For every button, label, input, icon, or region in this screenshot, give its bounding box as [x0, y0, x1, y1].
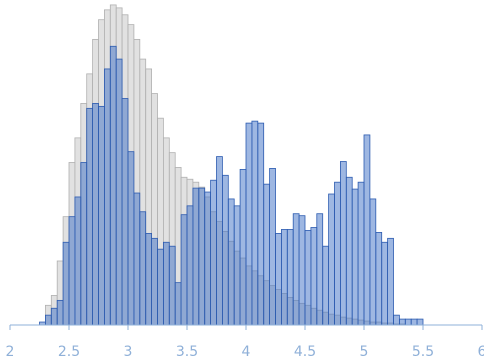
bar: [139, 211, 147, 326]
bar: [310, 227, 318, 326]
bar: [263, 183, 271, 326]
bar: [62, 241, 70, 326]
bar: [381, 241, 389, 326]
bar: [204, 191, 211, 326]
x-tick-label: 5: [360, 344, 369, 360]
bar: [221, 174, 229, 326]
bar: [398, 318, 406, 326]
bar: [180, 214, 188, 326]
bar: [304, 230, 312, 326]
bar: [269, 168, 276, 326]
bar: [50, 307, 58, 326]
bar: [115, 58, 123, 326]
bar: [92, 103, 99, 326]
bar: [98, 105, 105, 326]
bar: [162, 241, 170, 326]
bar: [298, 215, 306, 326]
bar: [109, 45, 117, 326]
bar: [157, 248, 164, 326]
bar: [393, 314, 400, 326]
bar: [416, 318, 424, 326]
bar: [286, 229, 294, 326]
bar: [104, 68, 111, 326]
bar: [328, 193, 335, 326]
x-tick-label: 4: [242, 344, 251, 360]
bar: [275, 233, 282, 326]
bar: [151, 237, 158, 326]
bar: [357, 181, 365, 326]
x-tick-label: 4.5: [294, 344, 316, 360]
bar: [86, 107, 93, 326]
bar: [145, 233, 152, 326]
bar: [322, 245, 330, 326]
x-tick-label: 6: [478, 344, 484, 360]
bar: [292, 213, 300, 326]
bar: [334, 181, 341, 326]
bar: [121, 98, 129, 326]
bar: [174, 282, 182, 326]
bar: [80, 162, 88, 326]
bar: [363, 134, 371, 326]
bar: [410, 318, 418, 326]
bar: [316, 213, 324, 326]
x-tick-label: 2: [6, 344, 15, 360]
bar: [133, 192, 141, 326]
bar: [369, 198, 377, 326]
bar: [186, 205, 194, 326]
bar: [239, 168, 247, 326]
bar: [339, 161, 347, 326]
bar: [251, 120, 259, 326]
bar: [345, 176, 353, 326]
x-tick-label: 5.5: [412, 344, 434, 360]
bar: [245, 122, 253, 326]
x-tick-label: 2.5: [58, 344, 80, 360]
bar: [56, 299, 64, 326]
bar: [68, 216, 76, 326]
bar: [168, 245, 176, 326]
bar: [210, 179, 217, 326]
bar: [387, 237, 394, 326]
bar: [216, 156, 223, 326]
x-tick-label: 3: [124, 344, 133, 360]
x-tick-label: 3.5: [176, 344, 198, 360]
bar: [198, 187, 206, 326]
bar: [257, 122, 265, 326]
bar: [404, 318, 412, 326]
bar: [280, 229, 288, 326]
bar: [375, 232, 383, 326]
bar: [233, 205, 241, 326]
bar: [45, 314, 52, 326]
bar: [351, 188, 359, 326]
bar: [227, 198, 235, 326]
bar: [127, 151, 135, 326]
bar: [74, 196, 82, 326]
bar: [192, 187, 200, 326]
